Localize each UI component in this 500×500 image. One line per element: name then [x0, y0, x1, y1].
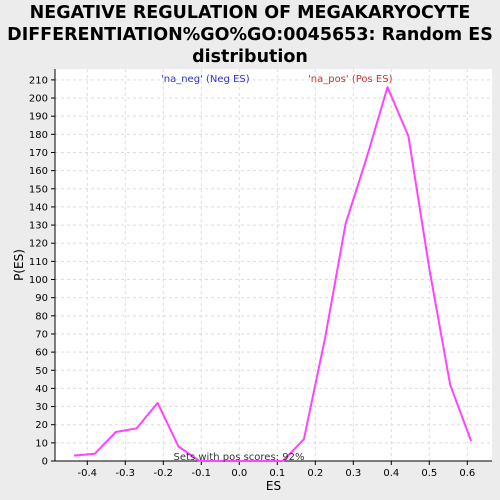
- y-tick-label: 170: [29, 148, 48, 159]
- y-tick-label: 140: [29, 202, 48, 213]
- chart-title: NEGATIVE REGULATION OF MEGAKARYOCYTE DIF…: [0, 2, 500, 68]
- y-tick-label: 60: [35, 348, 48, 359]
- y-tick-label: 0: [42, 457, 48, 468]
- x-tick-label: 0.6: [459, 468, 475, 479]
- x-tick-label: 0.2: [307, 468, 323, 479]
- y-tick-label: 80: [35, 311, 48, 322]
- chart-title-line-3: distribution: [192, 47, 308, 67]
- y-tick-label: 120: [29, 239, 48, 250]
- grid: [55, 69, 492, 462]
- y-tick-label: 20: [35, 420, 48, 431]
- y-tick-label: 40: [35, 384, 48, 395]
- x-tick-label: 0.4: [383, 468, 399, 479]
- plot-area: [55, 69, 492, 461]
- x-tick-label: 0.0: [231, 468, 247, 479]
- y-tick-label: 150: [29, 184, 48, 195]
- x-tick-label: 0.1: [269, 468, 285, 479]
- pos-score-note: Sets with pos scores: 92%: [174, 452, 305, 463]
- y-tick-label: 110: [29, 257, 48, 268]
- y-tick-label: 90: [35, 293, 48, 304]
- x-tick-label: -0.2: [154, 468, 174, 479]
- series: [73, 86, 473, 462]
- x-tick-label: -0.4: [78, 468, 98, 479]
- y-tick-label: 100: [29, 275, 48, 286]
- y-axis-label: P(ES): [12, 249, 26, 281]
- y-tick-label: 210: [29, 75, 48, 86]
- y-tick-label: 160: [29, 166, 48, 177]
- x-tick-label: 0.3: [345, 468, 361, 479]
- chart-title-line-1: NEGATIVE REGULATION OF MEGAKARYOCYTE: [29, 3, 471, 23]
- chart-title-line-2: DIFFERENTIATION%GO%GO:0045653: Random ES: [7, 25, 493, 45]
- y-tick-label: 10: [35, 438, 48, 449]
- y-tick-label: 50: [35, 366, 48, 377]
- y-tick-label: 130: [29, 221, 48, 232]
- y-tick-label: 200: [29, 94, 48, 105]
- x-tick-label: -0.3: [116, 468, 136, 479]
- tick-labels: -0.4 -0.3 -0.2 -0.1 0.0 0.1 0.2 0.3 0.4 0.5 0.6 0 10…: [29, 75, 475, 479]
- pos-es-label: 'na_pos' (Pos ES): [308, 74, 393, 85]
- y-tick-label: 190: [29, 112, 48, 123]
- y-tick-label: 70: [35, 329, 48, 340]
- x-tick-label: -0.1: [192, 468, 212, 479]
- y-tick-label: 180: [29, 130, 48, 141]
- series-line: [73, 86, 473, 462]
- x-tick-label: 0.5: [421, 468, 437, 479]
- y-tick-label: 30: [35, 402, 48, 413]
- x-axis-label: ES: [266, 479, 281, 493]
- neg-es-label: 'na_neg' (Neg ES): [161, 74, 250, 85]
